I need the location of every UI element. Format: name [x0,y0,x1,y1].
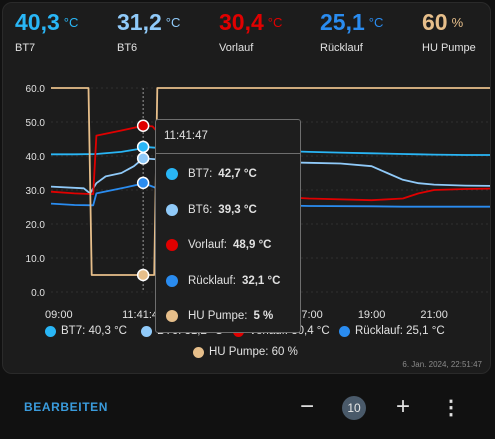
sensor-label: Rücklauf [320,42,363,54]
legend-dot [339,325,350,337]
tooltip-value: 39,3 °C [218,204,257,216]
tooltip-dot [166,239,178,251]
x-tick-label: 21:00 [420,309,448,318]
tooltip-value: 32,1 °C [241,275,281,287]
sensor-label: HU Pumpe [422,42,476,54]
sensor-label: BT6 [117,42,138,54]
sensor-value: 60% [422,9,464,35]
minus-icon[interactable]: − [299,393,314,420]
sensor-value: 40,3 °C [15,9,79,35]
legend-item-hu-pumpe[interactable]: HU Pumpe: 60 % [193,346,298,358]
sensor-label: Vorlauf [219,42,254,54]
hours-count-badge: 10 [342,396,366,420]
tooltip-row-hu-pumpe: HU Pumpe: 5 % [166,310,273,322]
tooltip-dot [166,204,178,216]
series-line [51,87,490,276]
legend-dot [45,325,56,337]
tooltip-label: BT6: [188,204,213,216]
sensor-value: 31,2 °C [117,9,181,35]
x-tick-label: 11:41:47 [122,309,164,318]
x-tick-label: 17:00 [295,309,323,318]
hover-point [136,140,150,154]
legend-label: BT7: [61,325,86,337]
legend-item-bt7[interactable]: BT7: 40,3 °C [45,325,127,337]
tooltip-dot [166,168,178,180]
sensor-hu-pumpe[interactable]: 60% HU Pumpe [422,9,476,54]
legend-label: HU Pumpe: [209,346,269,358]
tooltip-value: 5 % [253,310,274,322]
y-tick-label: 30.0 [26,186,46,197]
sensor-ruecklauf[interactable]: 25,1 °C Rücklauf [320,9,383,54]
tooltip-value: 48,9 °C [233,239,272,251]
tooltip-label: BT7: [188,168,213,180]
legend-dot [141,325,152,337]
y-tick-label: 0.0 [31,288,45,299]
tooltip-row-bt6: BT6: 39,3 °C [166,204,257,216]
tooltip-label: HU Pumpe: [188,310,248,322]
y-tick-label: 40.0 [26,152,46,163]
y-tick-label: 10.0 [26,254,46,265]
sensor-value: 25,1 °C [320,9,384,35]
history-graph-card: 40,3 °C BT7 31,2 °C BT6 30,4 °C Vorlauf 25,… [2,2,491,374]
legend-dot [193,346,204,358]
hover-point [136,268,150,282]
tooltip-row-vorlauf: Vorlauf: 48,9 °C [166,239,271,251]
x-tick-label: 19:00 [358,309,386,318]
tooltip-dot [166,275,178,287]
tooltip-dot [166,310,178,322]
hover-point [136,176,150,190]
sensor-vorlauf[interactable]: 30,4 °C Vorlauf [219,9,282,54]
tooltip-row-bt7: BT7: 42,7 °C [166,168,257,180]
hover-point [136,119,150,132]
x-tick-label: 09:00 [45,309,73,318]
last-updated-timestamp: 6. Jan. 2024, 22:51:47 [402,360,482,369]
tooltip-time: 11:41:47 [156,120,300,154]
sensor-bt6[interactable]: 31,2 °C BT6 [117,9,180,54]
edit-button[interactable]: BEARBEITEN [24,400,109,414]
tooltip-value: 42,7 °C [218,168,257,180]
sensor-label: BT7 [15,42,36,54]
y-tick-label: 60.0 [26,84,46,95]
chart-tooltip: 11:41:47 BT7: 42,7 °C BT6: 39,3 °C Vorlauf… [155,119,301,333]
card-footer: BEARBEITEN − 10 + ⋮ [0,380,495,439]
tooltip-label: Rücklauf: [188,275,236,287]
tooltip-row-ruecklauf: Rücklauf: 32,1 °C [166,275,280,287]
more-menu-icon[interactable]: ⋮ [441,397,461,419]
legend-value: 60 % [271,346,298,358]
legend-label: Rücklauf: [355,325,403,337]
sensor-bt7[interactable]: 40,3 °C BT7 [15,9,78,54]
y-tick-label: 50.0 [26,118,46,129]
y-tick-label: 20.0 [26,220,46,231]
legend-item-ruecklauf[interactable]: Rücklauf: 25,1 °C [339,325,445,337]
sensor-value: 30,4 °C [219,9,283,35]
plus-icon[interactable]: + [395,393,410,420]
hover-point [136,152,150,165]
legend-value: 25,1 °C [406,325,445,337]
tooltip-label: Vorlauf: [188,239,227,251]
legend-value: 40,3 °C [88,325,127,337]
